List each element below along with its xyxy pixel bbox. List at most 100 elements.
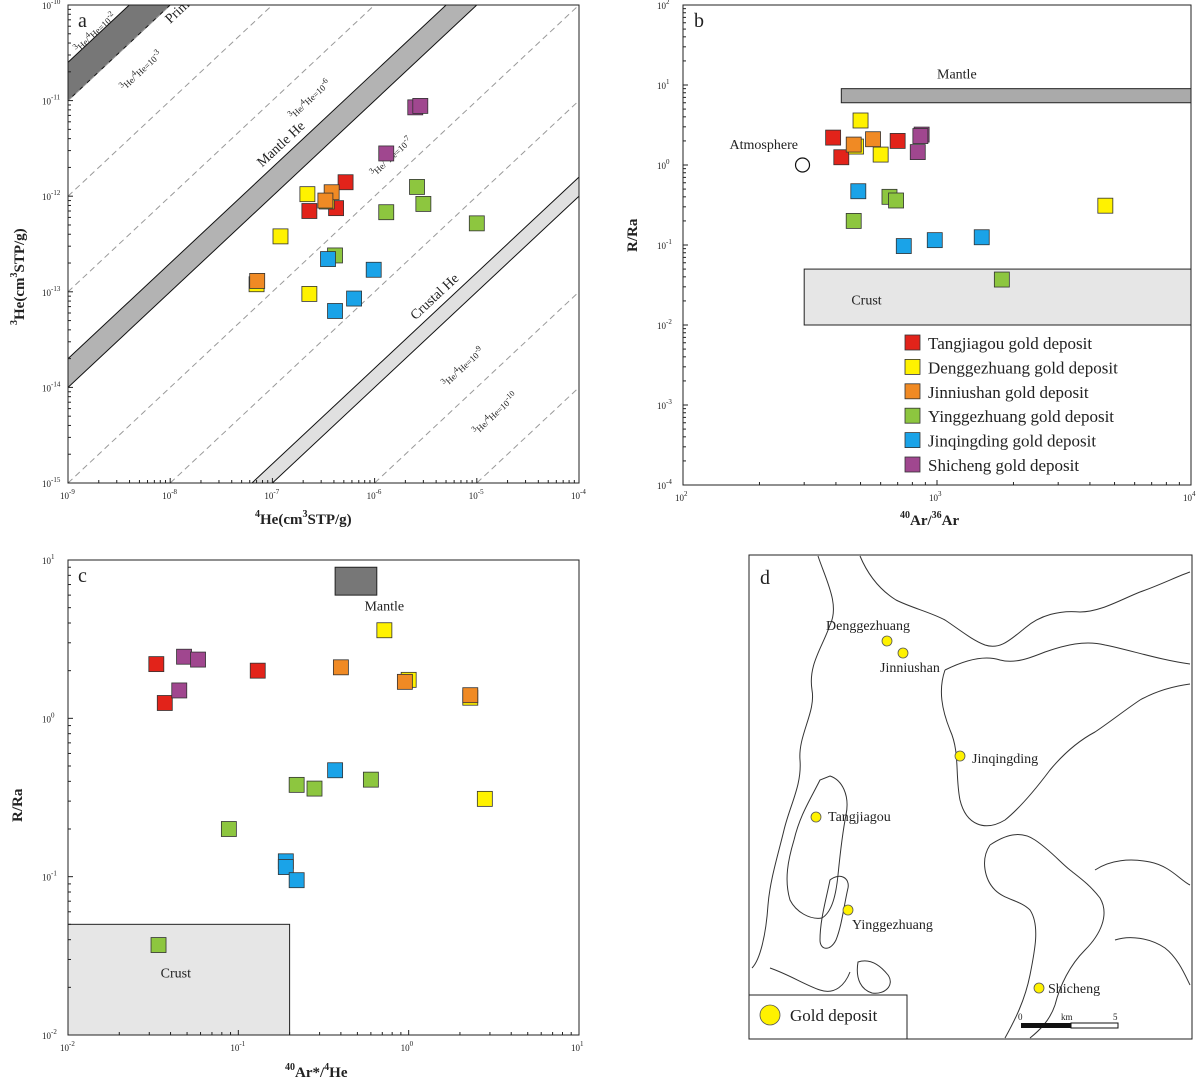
map-deposit-label-denggezhuang: Denggezhuang (826, 619, 910, 634)
ratio-label: 3He/4He=10-3 (117, 47, 164, 92)
panel-b-y-tick-label: 10-4 (657, 478, 672, 491)
region-label-mantle: Mantle (364, 599, 404, 614)
map-deposit-marker-tangjiagou (810, 811, 822, 823)
panel-b-point-jinqingding (926, 232, 943, 249)
panel-a-point-denggezhuang (301, 286, 318, 302)
panel-a-x-tick-label: 10-8 (162, 488, 177, 501)
band-crustal-he (251, 176, 579, 483)
panel-c-point-yinggezhuang (150, 937, 167, 953)
panel-b-point-denggezhuang (1097, 197, 1114, 214)
panel-c-point-yinggezhuang (362, 771, 379, 788)
panel-c-point-jinniushan (462, 687, 479, 704)
panel-a-y-tick-label: 10-12 (42, 189, 61, 202)
ratio-line (373, 291, 579, 483)
panel-a-point-jinqingding (346, 290, 362, 307)
panel-c-point-yinggezhuang (306, 780, 323, 797)
band-mantle-he (68, 5, 478, 389)
region-mantle (840, 88, 1191, 104)
panel-c-point-tangjiagou (148, 656, 165, 673)
map-scale-unit: km (1061, 1012, 1073, 1022)
ratio-label: 3He/4He=10-9 (439, 344, 486, 389)
panel-a-y-tick-label: 10-15 (42, 476, 61, 489)
panel-a-x-axis-label: 4He(cm3STP/g) (255, 509, 352, 528)
map-deposit-marker-jinqingding (954, 750, 966, 762)
panel-a-point-tangjiagou (337, 174, 354, 191)
panel-b-y-tick-label: 100 (657, 158, 670, 171)
panel-c: Mantle Crust 10-2 10-1 100 101 10-2 10-1 100 101… (10, 553, 584, 1081)
panel-d-map: Denggezhuang Jinniushan Jinqingding Tangjia… (748, 554, 1193, 1040)
legend-swatch-jinqingding (904, 432, 921, 449)
panel-b-x-tick-label: 104 (1183, 490, 1196, 503)
ratio-label: 3He/4He=10-6 (285, 76, 332, 121)
panel-a-point-denggezhuang (272, 228, 289, 245)
panel-c-x-tick-label: 10-1 (230, 1040, 245, 1053)
panel-a-point-yinggezhuang (415, 196, 432, 212)
panel-b-point-jinqingding (973, 229, 990, 246)
panel-b-y-tick-label: 102 (657, 0, 670, 11)
band-label: Primative He (163, 0, 227, 27)
panel-c-y-axis-label: R/Ra (10, 788, 26, 822)
panel-c-y-tick-label: 100 (42, 711, 55, 724)
region-label-crust: Crust (161, 967, 191, 982)
panel-b-y-axis-label: R/Ra (625, 218, 641, 252)
panel-c-point-jinniushan (332, 659, 349, 676)
panel-c-y-tick-label: 101 (42, 553, 55, 566)
panel-c-x-axis-label: 40Ar*/4He (285, 1062, 348, 1081)
panel-b-y-tick-label: 101 (657, 78, 670, 91)
panel-b-point-shicheng (909, 144, 926, 160)
panel-b-point-jinqingding (850, 183, 867, 200)
panel-a-point-denggezhuang (299, 186, 316, 203)
map-deposit-label-jinniushan: Jinniushan (880, 661, 940, 676)
atmosphere-marker (794, 157, 811, 173)
panel-b-point-yinggezhuang (845, 213, 862, 229)
legend-swatch-jinniushan (904, 383, 921, 400)
panel-c-point-denggezhuang (376, 622, 393, 639)
region-label-crust: Crust (851, 294, 881, 309)
map-deposit-marker-yinggezhuang (842, 904, 854, 916)
panel-b-point-shicheng (912, 128, 929, 144)
panel-c-point-shicheng (190, 651, 206, 668)
map-coastlines (751, 555, 1191, 1039)
panel-b-point-jinniushan (845, 136, 862, 153)
panel-a-point-yinggezhuang (409, 179, 425, 195)
panel-b-legend: Tangjiagou gold deposit Denggezhuang gold… (904, 334, 1118, 475)
map-legend-marker (759, 1004, 781, 1026)
panel-a-y-tick-label: 10-10 (42, 0, 61, 11)
panel-a-point-shicheng (412, 98, 429, 114)
panel-b-x-tick-label: 102 (675, 490, 688, 503)
region-mantle (334, 566, 378, 596)
panel-d-label: d (760, 567, 770, 589)
panel-a-y-tick-label: 10-14 (42, 380, 61, 393)
map-scale-max: 5 (1113, 1012, 1118, 1022)
map-deposit-label-jinqingding: Jinqingding (972, 752, 1038, 767)
panel-b-point-jinniushan (865, 131, 881, 148)
panel-c-point-yinggezhuang (288, 776, 305, 793)
map-deposit-label-yinggezhuang: Yinggezhuang (852, 918, 933, 933)
map-frame (748, 554, 1193, 1040)
panel-a-x-tick-label: 10-7 (264, 488, 279, 501)
panel-c-point-jinqingding (288, 872, 305, 889)
panel-a-point-yinggezhuang (378, 204, 395, 221)
panel-b-y-tick-label: 10-1 (657, 238, 672, 251)
panel-b-point-yinggezhuang (888, 192, 904, 209)
panel-c-ticks: 10-2 10-1 100 101 10-2 10-1 100 101 (42, 553, 584, 1053)
panel-c-label: c (78, 565, 87, 587)
region-label-mantle: Mantle (937, 68, 977, 83)
panel-c-frame (67, 559, 580, 1036)
panel-c-x-tick-label: 10-2 (60, 1040, 75, 1053)
legend-label-jinniushan: Jinniushan gold deposit (928, 383, 1089, 402)
panel-a-x-tick-label: 10-9 (60, 488, 75, 501)
panel-c-x-tick-label: 100 (401, 1040, 414, 1053)
panel-a-x-tick-label: 10-4 (571, 488, 586, 501)
legend-label-yinggezhuang: Yinggezhuang gold deposit (928, 407, 1114, 426)
panel-b-x-axis-label: 40Ar/36Ar (900, 510, 960, 529)
legend-swatch-shicheng (904, 456, 921, 473)
panel-b-y-tick-label: 10-2 (657, 318, 672, 331)
panel-c-point-shicheng (176, 648, 192, 665)
map-deposit-marker-shicheng (1033, 982, 1045, 994)
legend-label-denggezhuang: Denggezhuang gold deposit (928, 358, 1118, 377)
panel-b-x-tick-label: 103 (929, 490, 942, 503)
panel-a-y-tick-label: 10-13 (42, 285, 61, 298)
